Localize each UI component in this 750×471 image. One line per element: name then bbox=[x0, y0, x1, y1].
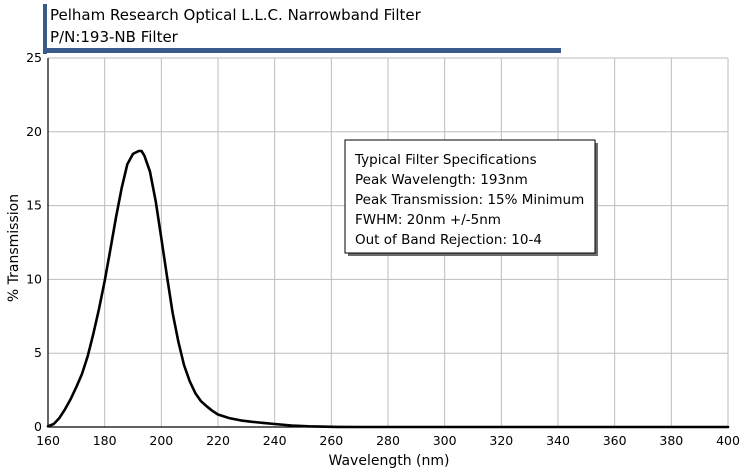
spec-box-line: Out of Band Rejection: 10-4 bbox=[355, 232, 542, 248]
header-underline bbox=[43, 48, 561, 53]
y-axis-label: % Transmission bbox=[6, 194, 22, 302]
x-tick-label: 380 bbox=[659, 433, 683, 448]
x-tick-label: 360 bbox=[603, 433, 627, 448]
x-tick-label: 200 bbox=[149, 433, 173, 448]
y-tick-label: 15 bbox=[26, 198, 42, 213]
spec-box-line: Peak Wavelength: 193nm bbox=[355, 172, 528, 188]
tick-labels: 160 180 200 220 240 260 280 300 320 340 360 380 400 0… bbox=[26, 50, 740, 448]
spec-box-frame bbox=[344, 139, 596, 254]
y-tick-label: 5 bbox=[34, 345, 42, 360]
x-tick-label: 180 bbox=[93, 433, 117, 448]
spec-box: Typical Filter Specifications Peak Wavele… bbox=[344, 139, 598, 256]
x-axis-label: Wavelength (nm) bbox=[329, 453, 450, 469]
chart-subtitle: P/N:193-NB Filter bbox=[50, 28, 178, 46]
header-accent-bar bbox=[43, 4, 47, 54]
spec-box-line: Peak Transmission: 15% Minimum bbox=[355, 192, 584, 208]
x-tick-label: 340 bbox=[546, 433, 570, 448]
series-layer bbox=[46, 149, 730, 429]
x-tick-label: 260 bbox=[319, 433, 343, 448]
y-tick-label: 20 bbox=[26, 124, 42, 139]
x-tick-label: 400 bbox=[716, 433, 740, 448]
chart-title: Pelham Research Optical L.L.C. Narrowban… bbox=[50, 6, 421, 24]
x-tick-label: 240 bbox=[263, 433, 287, 448]
y-tick-label: 25 bbox=[26, 50, 42, 65]
x-tick-label: 280 bbox=[376, 433, 400, 448]
transmission-curve bbox=[46, 149, 730, 429]
x-tick-label: 220 bbox=[206, 433, 230, 448]
spec-box-line: Typical Filter Specifications bbox=[354, 152, 537, 168]
y-tick-label: 0 bbox=[34, 419, 42, 434]
x-tick-label: 300 bbox=[433, 433, 457, 448]
y-tick-label: 10 bbox=[26, 271, 42, 286]
x-tick-label: 320 bbox=[489, 433, 513, 448]
spec-box-line: FWHM: 20nm +/-5nm bbox=[355, 212, 501, 228]
x-tick-label: 160 bbox=[36, 433, 60, 448]
header-rules bbox=[43, 4, 561, 54]
